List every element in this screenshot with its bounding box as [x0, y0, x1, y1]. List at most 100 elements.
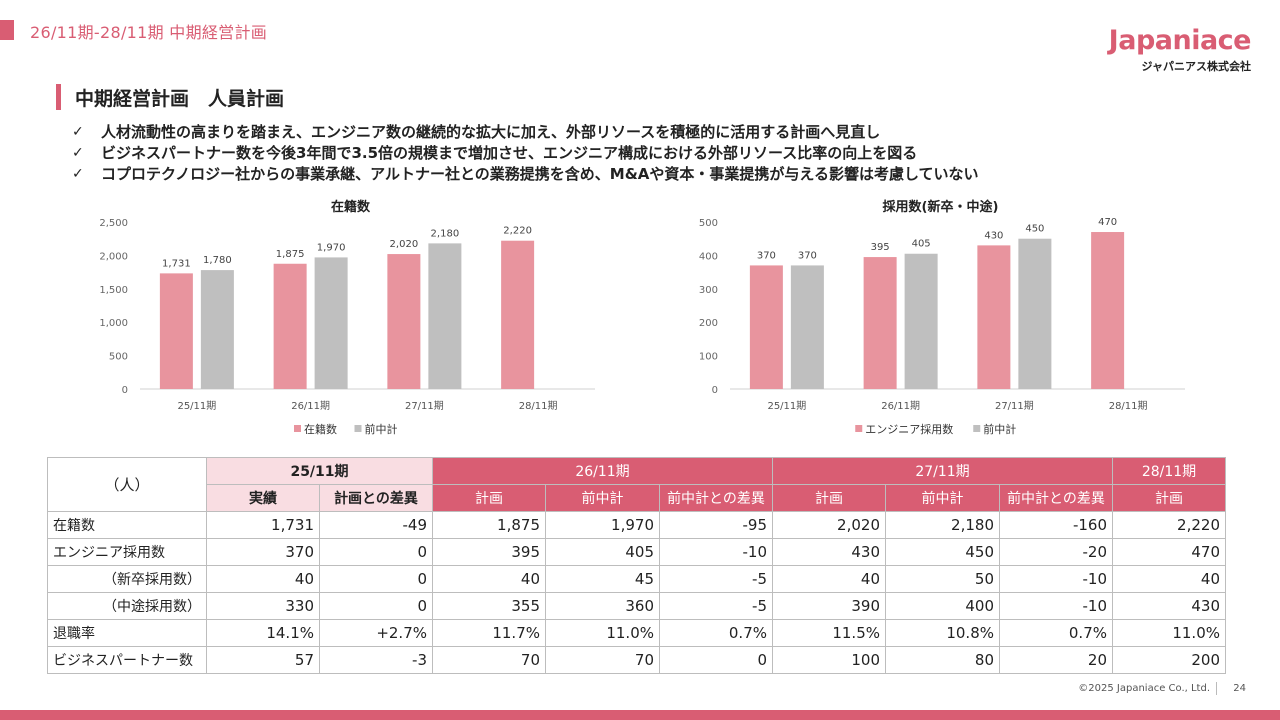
- column-header: 計画: [1112, 484, 1226, 512]
- hiring-chart: 採用数(新卒・中途) 0 100 200 300 400 500 25/11期 370 370 26…: [699, 199, 1185, 436]
- table-cell: 40: [432, 565, 546, 593]
- table-cell: -5: [659, 592, 773, 620]
- bullet-list: ✓ 人材流動性の高まりを踏まえ、エンジニア数の継続的な拡大に加え、外部リソースを…: [72, 121, 979, 184]
- table-cell: -20: [999, 538, 1113, 566]
- page-number: 24: [1233, 683, 1246, 694]
- logo-company-name: ジャパニアス株式会社: [1141, 60, 1251, 73]
- x-tick-label: 28/11期: [519, 400, 558, 412]
- table-cell: 70: [432, 646, 546, 674]
- legend-label: 前中計: [983, 422, 1016, 436]
- bar-plan: [159, 273, 193, 389]
- y-tick-label: 300: [699, 285, 718, 296]
- table-cell: 11.5%: [772, 619, 886, 647]
- x-tick-label: 27/11期: [995, 400, 1034, 412]
- table-cell: 330: [206, 592, 320, 620]
- bar-previous-plan: [200, 270, 234, 389]
- data-label: 470: [1098, 217, 1117, 228]
- table-row: 退職率 14.1% +2.7% 11.7% 11.0% 0.7% 11.5% 10.8% 0.7…: [47, 619, 1226, 647]
- period-header: 26/11期: [432, 457, 773, 485]
- data-label: 370: [798, 250, 817, 261]
- checkmark-icon: ✓: [72, 144, 84, 161]
- y-tick-label: 1,000: [99, 318, 128, 329]
- section-accent-bar: [56, 84, 61, 110]
- table-cell: 0: [319, 538, 433, 566]
- bar-plan: [749, 265, 783, 389]
- table-cell: 11.0%: [545, 619, 660, 647]
- table-cell: 40: [772, 565, 886, 593]
- column-header: 前中計: [885, 484, 1000, 512]
- table-cell: 40: [206, 565, 320, 593]
- table-cell: 1,731: [206, 511, 320, 539]
- data-label: 370: [757, 250, 776, 261]
- bullet-item: ✓ コプロテクノロジー社からの事業承継、アルトナー社との業務提携を含め、M&Aや…: [72, 163, 979, 184]
- header-accent-bar: [0, 20, 14, 40]
- column-header: 前中計との差異: [999, 484, 1113, 512]
- table-cell: -160: [999, 511, 1113, 539]
- table-cell: 1,970: [545, 511, 660, 539]
- bar-plan: [977, 245, 1011, 389]
- data-label: 430: [984, 230, 1003, 241]
- data-label: 1,875: [276, 249, 305, 260]
- bullet-text: ビジネスパートナー数を今後3年間で3.5倍の規模まで増加させ、エンジニア構成にお…: [101, 144, 918, 162]
- table-cell: +2.7%: [319, 619, 433, 647]
- table-cell: 1,875: [432, 511, 546, 539]
- y-tick-label: 2,500: [99, 218, 128, 229]
- data-label: 450: [1025, 224, 1044, 235]
- legend-swatch: [294, 425, 301, 432]
- table-cell: 11.0%: [1112, 619, 1226, 647]
- table-cell: 430: [1112, 592, 1226, 620]
- table-cell: 80: [885, 646, 1000, 674]
- table-cell: 405: [545, 538, 660, 566]
- bar-previous-plan: [1018, 238, 1052, 389]
- table-cell: -3: [319, 646, 433, 674]
- table-cell: 200: [1112, 646, 1226, 674]
- table-cell: 0.7%: [659, 619, 773, 647]
- section-heading: 中期経営計画 人員計画: [56, 84, 284, 110]
- period-header: 25/11期: [206, 457, 433, 485]
- row-label: ビジネスパートナー数: [47, 646, 207, 674]
- table-cell: 0: [319, 592, 433, 620]
- data-label: 1,731: [162, 258, 191, 269]
- bar-plan: [1091, 232, 1125, 389]
- x-tick-label: 25/11期: [177, 400, 216, 412]
- legend-label: 前中計: [365, 422, 398, 436]
- table-cell: 370: [206, 538, 320, 566]
- data-label: 395: [871, 242, 890, 253]
- column-header: 前中計との差異: [659, 484, 773, 512]
- footer-copyright: ©2025 Japaniace Co., Ltd.: [1078, 683, 1210, 694]
- column-header: 計画: [772, 484, 886, 512]
- data-label: 2,180: [431, 228, 460, 239]
- table-cell: 0: [659, 646, 773, 674]
- row-label: エンジニア採用数: [47, 538, 207, 566]
- table-cell: 430: [772, 538, 886, 566]
- table-row: 在籍数 1,731 -49 1,875 1,970 -95 2,020 2,180 -160 2,…: [47, 511, 1226, 539]
- table-cell: 70: [545, 646, 660, 674]
- logo-wordmark: Japaniace: [1108, 25, 1252, 56]
- table-cell: 10.8%: [885, 619, 1000, 647]
- bullet-text: コプロテクノロジー社からの事業承継、アルトナー社との業務提携を含め、M&Aや資本…: [101, 165, 979, 183]
- data-label: 405: [912, 239, 931, 250]
- chart-title: 在籍数: [331, 199, 371, 215]
- checkmark-icon: ✓: [72, 123, 84, 140]
- table-cell: -49: [319, 511, 433, 539]
- bullet-item: ✓ ビジネスパートナー数を今後3年間で3.5倍の規模まで増加させ、エンジニア構成…: [72, 142, 979, 163]
- data-label: 1,970: [317, 242, 346, 253]
- table-cell: 2,020: [772, 511, 886, 539]
- period-header-row: （人） 25/11期 26/11期 27/11期 28/11期: [47, 457, 1226, 512]
- sub-header-row: 実績 計画との差異 計画 前中計 前中計との差異 計画 前中計 前中計との差異 …: [48, 484, 1226, 512]
- company-logo: Japaniace ジャパニアス株式会社: [1108, 25, 1252, 74]
- table-cell: 45: [545, 565, 660, 593]
- period-header: 27/11期: [772, 457, 1113, 485]
- footer-divider: [1216, 682, 1217, 695]
- table-cell: 100: [772, 646, 886, 674]
- table-cell: 14.1%: [206, 619, 320, 647]
- y-tick-label: 500: [109, 352, 128, 363]
- x-tick-label: 27/11期: [405, 400, 444, 412]
- checkmark-icon: ✓: [72, 165, 84, 182]
- table-cell: -5: [659, 565, 773, 593]
- x-tick-label: 26/11期: [881, 400, 920, 412]
- table-cell: 0.7%: [999, 619, 1113, 647]
- bar-previous-plan: [790, 265, 824, 389]
- row-label: 在籍数: [47, 511, 207, 539]
- section-title: 中期経営計画 人員計画: [75, 87, 285, 110]
